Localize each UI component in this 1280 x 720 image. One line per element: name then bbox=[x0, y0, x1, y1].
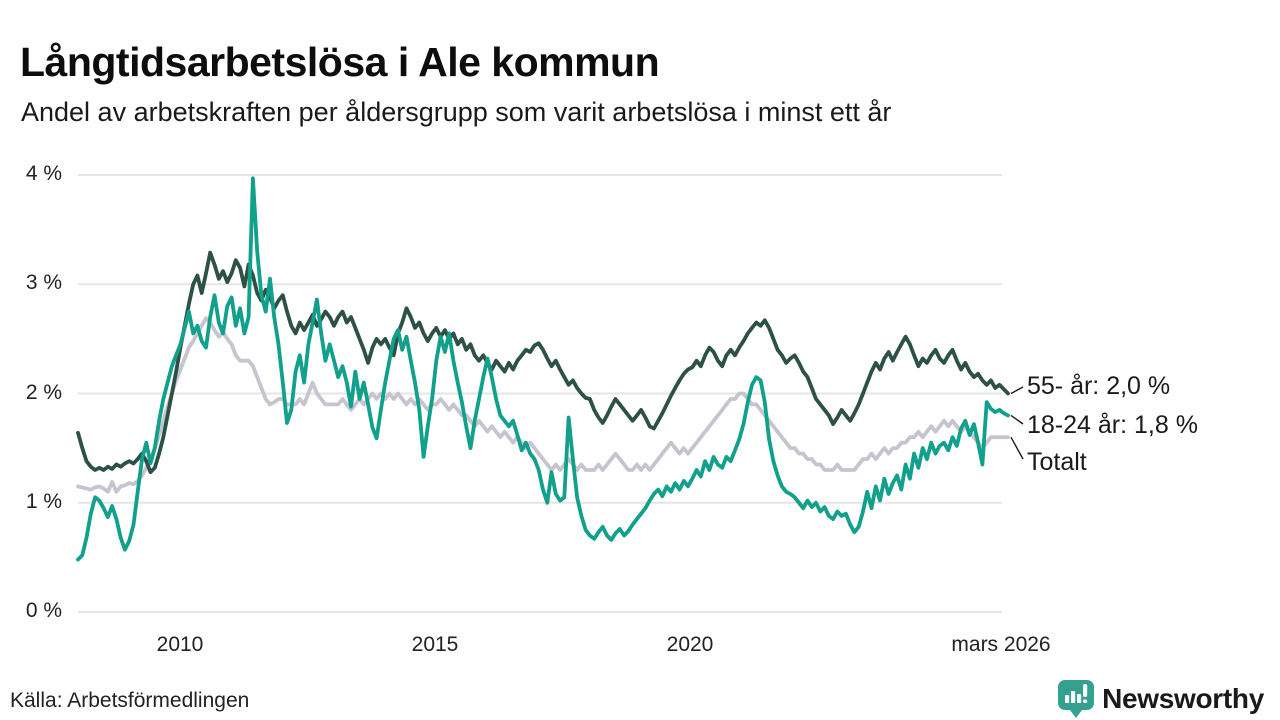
gridlines bbox=[78, 174, 1002, 613]
brand-name: Newsworthy bbox=[1102, 683, 1264, 714]
label-connector-totalt bbox=[1010, 436, 1024, 460]
source-note: Källa: Arbetsförmedlingen bbox=[10, 689, 250, 712]
y-axis-tick-0: 0 % bbox=[25, 599, 62, 622]
page-subtitle: Andel av arbetskraften per åldersgrupp s… bbox=[21, 97, 892, 127]
series-line-totalt bbox=[76, 316, 1010, 494]
bar-chart-pin-icon bbox=[1058, 680, 1095, 718]
label-connector-18-24-ar bbox=[1010, 414, 1024, 425]
x-axis-tick-mars-2026: mars 2026 bbox=[951, 633, 1051, 656]
newsworthy-logo: Newsworthy bbox=[1057, 679, 1264, 719]
label-connector-55-ar bbox=[1010, 386, 1024, 395]
series-label-55-ar: 55- år: 2,0 % bbox=[1027, 372, 1171, 400]
page-title: Långtidsarbetslösa i Ale kommun bbox=[20, 39, 660, 86]
series-line-18-24-ar bbox=[76, 176, 1010, 562]
series-label-totalt: Totalt bbox=[1027, 448, 1087, 476]
y-axis-tick-4: 4 % bbox=[25, 162, 62, 185]
series-line-55-ar bbox=[76, 250, 1010, 475]
x-axis-tick-2015: 2015 bbox=[411, 633, 459, 656]
x-axis-tick-2010: 2010 bbox=[156, 633, 204, 656]
series-label-18-24-ar: 18-24 år: 1,8 % bbox=[1027, 411, 1198, 439]
x-axis-tick-2020: 2020 bbox=[666, 633, 714, 656]
y-axis-tick-2: 2 % bbox=[25, 381, 62, 404]
y-axis-tick-3: 3 % bbox=[25, 271, 62, 294]
y-axis-tick-1: 1 % bbox=[25, 490, 62, 513]
